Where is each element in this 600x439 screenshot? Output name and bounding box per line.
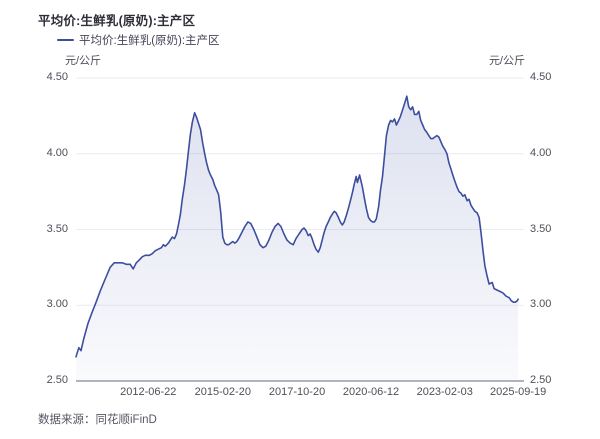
y-tick-label-right: 2.50: [530, 374, 552, 386]
x-axis: 2012-06-22 2015-02-20 2017-10-20 2020-06-12…: [0, 386, 600, 402]
x-tick-label: 2020-06-12: [342, 386, 400, 398]
y-tick-label-right: 4.00: [530, 146, 552, 159]
series-area: [76, 96, 519, 381]
x-tick-label: 2025-09-19: [489, 386, 547, 398]
x-tick-label: 2015-02-20: [194, 386, 251, 398]
x-tick-label: 2017-10-20: [268, 386, 326, 398]
y-axis-unit-right: 元/公斤: [488, 55, 525, 67]
series-line: [75, 95, 519, 358]
x-tick-label: 2012-06-22: [120, 386, 177, 398]
y-tick-label-right: 4.50: [530, 71, 552, 83]
x-tick-label: 2023-02-03: [416, 386, 473, 398]
y-tick-label-left: 3.00: [46, 298, 68, 311]
legend-label: 平均价:生鲜乳(原奶):主产区: [79, 35, 220, 47]
y-tick-label-left: 2.50: [46, 374, 68, 386]
y-tick-label-left: 4.50: [46, 71, 68, 83]
legend-item[interactable]: 平均价:生鲜乳(原奶):主产区: [57, 33, 220, 47]
chart-title: 平均价:生鲜乳(原奶):主产区: [38, 14, 196, 28]
y-axis-unit-left: 元/公斤: [65, 55, 102, 67]
legend-line-icon: [57, 38, 74, 42]
y-tick-label-left: 3.50: [46, 222, 68, 235]
y-axis-left: 2.50 3.00 3.50 4.00 4.50: [0, 0, 68, 439]
data-source-label: 数据来源：同花顺iFinD: [38, 414, 157, 426]
y-tick-label-left: 4.00: [46, 146, 68, 159]
y-tick-label-right: 3.00: [530, 298, 552, 311]
y-axis-right: 2.50 3.00 3.50 4.00 4.50: [530, 0, 594, 439]
y-tick-label-right: 3.50: [530, 222, 552, 235]
